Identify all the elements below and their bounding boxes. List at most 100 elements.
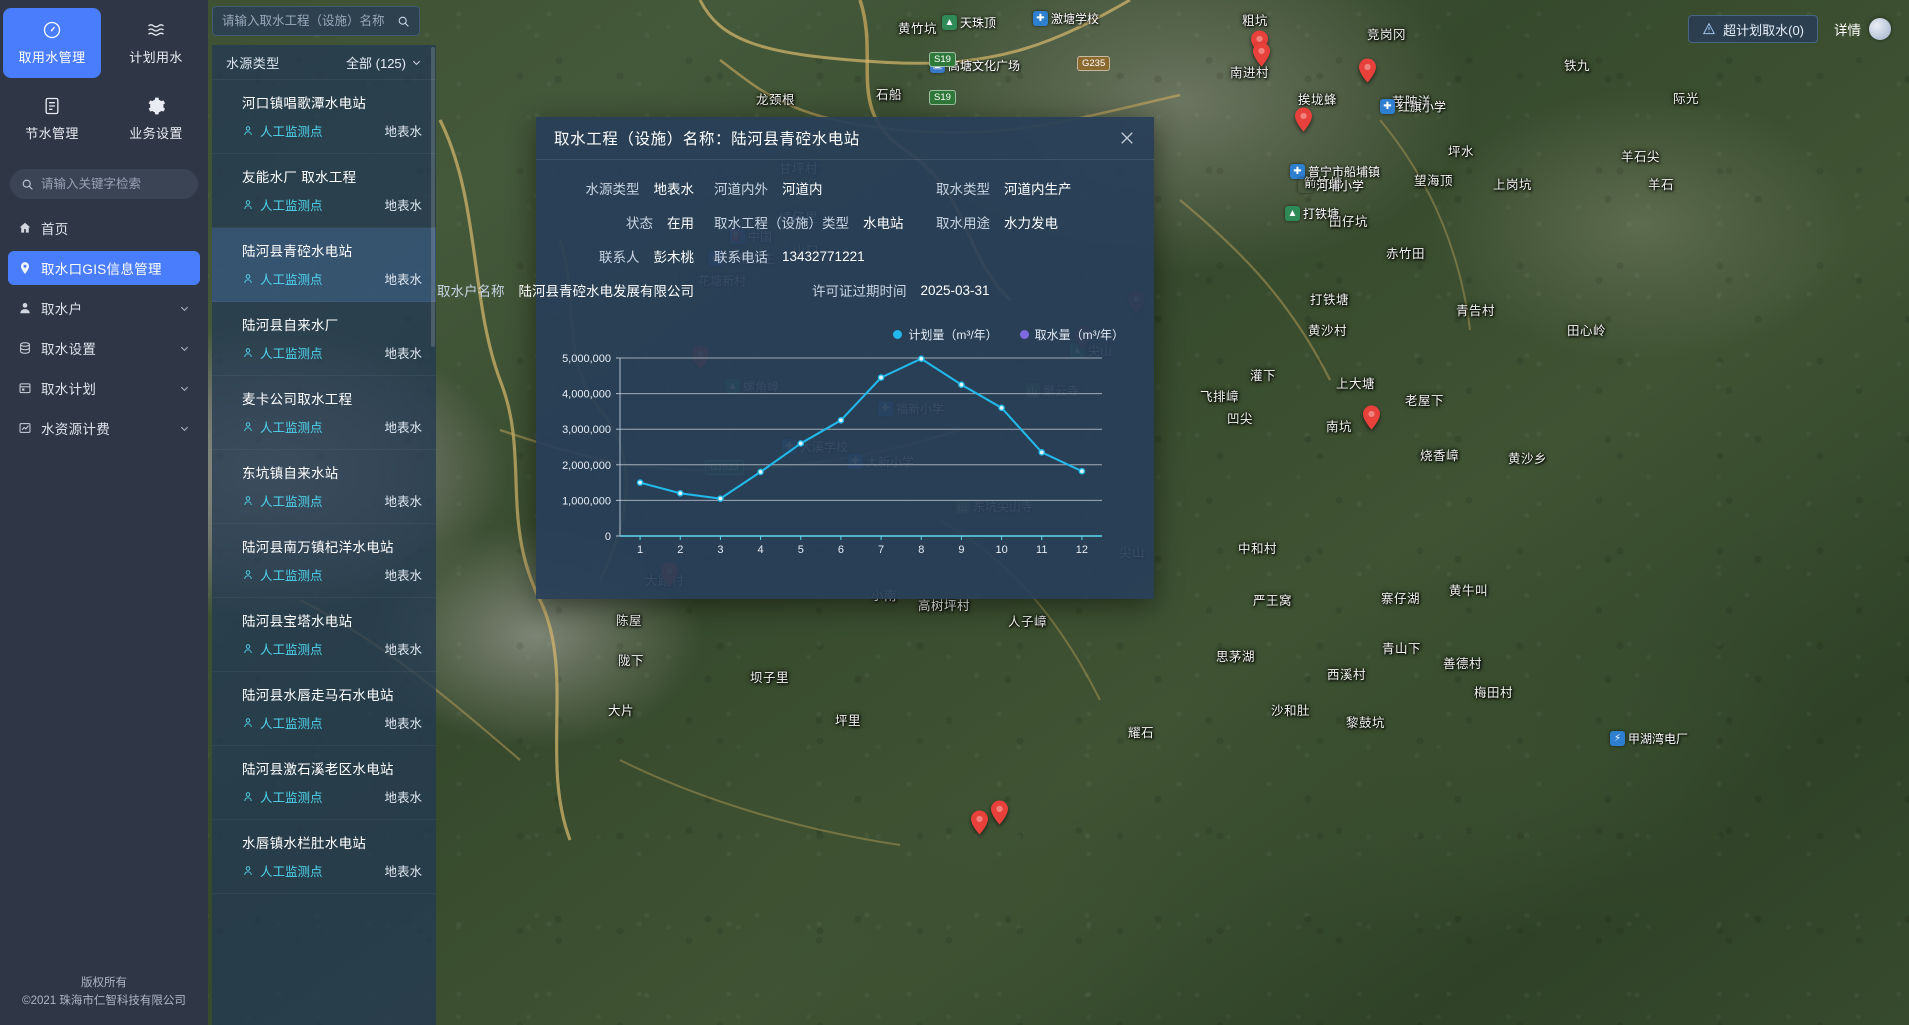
map-poi[interactable]: ✚ 激塘学校 [1033, 10, 1099, 27]
chart-data-point[interactable] [797, 440, 805, 447]
list-item[interactable]: 陆河县自来水厂 人工监测点 地表水 [212, 302, 436, 376]
chart-x-tick-label: 7 [878, 544, 884, 556]
list-item-title: 友能水厂 取水工程 [242, 170, 357, 185]
map-intake-marker[interactable] [1295, 107, 1312, 132]
sidebar-item-home[interactable]: 首页 [8, 211, 200, 245]
person-icon [244, 495, 252, 505]
field-value: 水力发电 [1004, 216, 1058, 231]
project-info-grid: 水源类型 地表水 河道内外 河道内 取水类型 河道内生产 状态 在用 取水工程（… [437, 160, 1154, 320]
sidebar-item-intake-gis-management[interactable]: 取水口GIS信息管理 [8, 251, 200, 285]
list-item[interactable]: 河口镇唱歌潭水电站 人工监测点 地表水 [212, 80, 436, 154]
map-intake-marker[interactable] [1363, 405, 1380, 430]
field-value: 在用 [667, 216, 694, 231]
chart-data-point[interactable] [757, 468, 764, 476]
map-place-label: 西溪村 [1327, 668, 1367, 682]
list-item-title: 麦卡公司取水工程 [242, 392, 353, 407]
home-icon [19, 222, 31, 233]
map-poi[interactable]: ✚ 红旗小学 [1380, 98, 1446, 115]
list-item[interactable]: 陆河县激石溪老区水电站人工监测点 地表水 [212, 746, 436, 820]
nav-tile-water-saving-management[interactable]: 节水管理 [3, 84, 101, 154]
list-item[interactable]: 陆河县南万镇杞洋水电站 人工监测点 地表水 [212, 524, 436, 598]
map-place-label: 黎鼓坑 [1346, 716, 1386, 730]
person-icon [244, 791, 252, 801]
chart-data-point[interactable] [676, 489, 684, 497]
sidebar-search-input[interactable] [41, 177, 187, 191]
list-item-meta: 人工监测点 地表水 [242, 787, 436, 806]
chart-data-point[interactable] [1038, 449, 1046, 456]
nav-tile-business-settings[interactable]: 业务设置 [107, 84, 205, 154]
map-poi[interactable]: ▲ 天珠顶 [942, 14, 996, 31]
legend-entry[interactable]: 取水量（m³/年） [1019, 326, 1124, 343]
close-icon[interactable] [1118, 129, 1136, 147]
map-intake-marker[interactable] [971, 810, 988, 835]
map-intake-marker[interactable] [1359, 58, 1376, 83]
sidebar-item-label: 取水计划 [41, 382, 97, 397]
map-poi[interactable]: ▲ 打铁塘 [1285, 205, 1339, 222]
water-source-type-filter[interactable]: 水源类型 全部 (125) [212, 45, 436, 80]
list-item[interactable]: 麦卡公司取水工程 人工监测点 地表水 [212, 376, 436, 450]
legend-entry[interactable]: 计划量（m³/年） [893, 326, 998, 343]
toggle-knob-icon[interactable] [1869, 18, 1891, 40]
chart-data-point[interactable] [958, 381, 965, 389]
chart-data-point[interactable] [1078, 467, 1086, 475]
map-place-label: 上岗坑 [1493, 178, 1533, 192]
sidebar-item-intake-settings[interactable]: 取水设置 [8, 331, 200, 365]
list-item[interactable]: 陆河县青硿水电站 人工监测点 地表水 [212, 228, 436, 302]
filter-value-group[interactable]: 全部 (125) [346, 53, 422, 72]
map-place-label: 竞岗冈 [1367, 28, 1407, 42]
list-item-meta: 人工监测点 地表水 [242, 639, 436, 658]
chevron-down-icon [180, 386, 189, 391]
nav-tile-planned-water-use[interactable]: 计划用水 [107, 8, 205, 78]
map-intake-marker[interactable] [1253, 42, 1270, 67]
chart-data-point[interactable] [636, 479, 644, 486]
map-place-label: 打铁塘 [1310, 293, 1350, 307]
project-search-box[interactable] [212, 6, 420, 36]
chart-plot-area: 0 1,000,000 2,000,000 3,000,000 4,000,000 5,0… [562, 353, 1102, 556]
info-row: 联系人 彭木桃 联系电话 13432771221 [536, 246, 1154, 266]
list-item[interactable]: 友能水厂 取水工程 人工监测点 地表水 [212, 154, 436, 228]
over-plan-intake-button[interactable]: 超计划取水(0) [1688, 15, 1818, 43]
chart-data-point[interactable] [998, 404, 1005, 412]
chart-legend[interactable]: 计划量（m³/年） 取水量（m³/年） [893, 326, 1124, 343]
chart-data-point[interactable] [837, 417, 845, 424]
list-item-monitor-type: 人工监测点 [260, 421, 323, 435]
list-item-monitor-type: 人工监测点 [260, 125, 323, 139]
map-place-label: 南进村 [1230, 66, 1270, 80]
list-item-title: 陆河县激石溪老区水电站 [242, 762, 394, 777]
map-place-label: 望海顶 [1414, 174, 1454, 188]
chart-data-point[interactable] [877, 374, 885, 381]
map-intake-marker[interactable] [991, 800, 1008, 825]
sidebar-item-label: 取水设置 [41, 342, 97, 357]
map-poi[interactable]: ✚ 普宁市船埔镇 [1290, 163, 1380, 180]
project-list-container[interactable]: 水源类型 全部 (125) 河口镇唱歌潭水电站 人工监测点 地表水 友能水厂 取水工程… [212, 45, 436, 1025]
map-poi[interactable]: ⚡ 甲湖湾电厂 [1610, 730, 1688, 747]
list-item-source-type: 地表水 [384, 865, 422, 879]
map-place-label: 南坑 [1326, 420, 1353, 434]
project-search-input[interactable] [222, 14, 391, 28]
map-place-label: 严王窝 [1253, 594, 1293, 608]
filter-label: 水源类型 [226, 55, 280, 71]
field-label: 取水户名称 [437, 284, 505, 299]
person-icon [244, 643, 252, 653]
sidebar-item-water-resource-billing[interactable]: 水资源计费 [8, 411, 200, 445]
chart-data-point[interactable] [717, 495, 724, 502]
map-poi[interactable]: 河埔小学 [1298, 177, 1364, 194]
detail-toggle[interactable]: 详情 [1834, 18, 1891, 40]
person-icon [244, 347, 252, 357]
sidebar-item-water-users[interactable]: 取水户 [8, 291, 200, 325]
info-row: 水源类型 地表水 河道内外 河道内 取水类型 河道内生产 [536, 178, 1154, 198]
sidebar-search-box[interactable] [10, 169, 198, 199]
chart-data-point[interactable] [917, 355, 925, 363]
list-item[interactable]: 陆河县水唇走马石水电站 人工监测点 地表水 [212, 672, 436, 746]
project-list[interactable]: 河口镇唱歌潭水电站 人工监测点 地表水 友能水厂 取水工程 人工监测点 地表水 陆河县青硿水… [212, 80, 436, 894]
map-place-label: 羊石尖 [1621, 150, 1661, 164]
person-icon [244, 865, 252, 875]
map-place-label: 赤竹田 [1386, 247, 1426, 261]
list-scrollbar[interactable] [431, 47, 435, 347]
list-item[interactable]: 陆河县宝塔水电站 人工监测点 地表水 [212, 598, 436, 672]
list-item[interactable]: 东坑镇自来水站 人工监测点 地表水 [212, 450, 436, 524]
info-row: 取水户名称 陆河县青硿水电发展有限公司 许可证过期时间 2025-03-31 [437, 280, 1154, 300]
nav-tile-water-use-management[interactable]: 取用水管理 [3, 8, 101, 78]
list-item[interactable]: 水唇镇水栏肚水电站 人工监测点 地表水 [212, 820, 436, 894]
sidebar-item-intake-plan[interactable]: 取水计划 [8, 371, 200, 405]
